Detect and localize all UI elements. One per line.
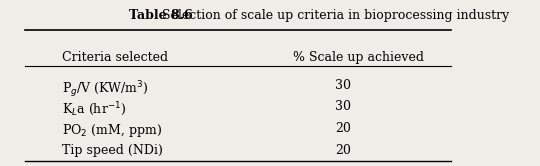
Text: % Scale up achieved: % Scale up achieved [293,51,424,64]
Text: 30: 30 [335,79,351,92]
Text: Table 8.6: Table 8.6 [129,9,193,22]
Text: Selection of scale up criteria in bioprocessing industry: Selection of scale up criteria in biopro… [158,9,509,22]
Text: 30: 30 [335,100,351,114]
Text: PO$_2$ (mM, ppm): PO$_2$ (mM, ppm) [62,122,161,139]
Text: 20: 20 [335,122,351,135]
Text: P$_g$/V (KW/m$^3$): P$_g$/V (KW/m$^3$) [62,79,148,100]
Text: Tip speed (NDi): Tip speed (NDi) [62,144,163,157]
Text: 20: 20 [335,144,351,157]
Text: Criteria selected: Criteria selected [62,51,168,64]
Text: K$_L$a (hr$^{-1}$): K$_L$a (hr$^{-1}$) [62,100,126,118]
